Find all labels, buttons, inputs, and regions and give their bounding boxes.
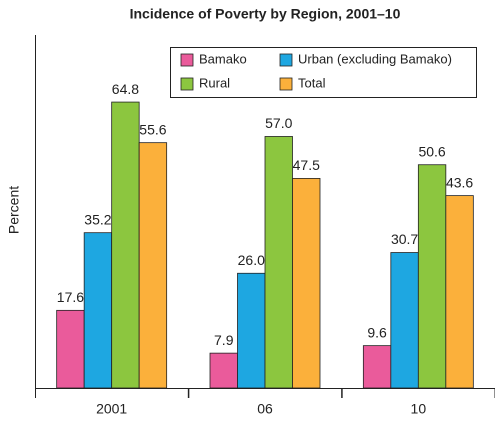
legend-swatch bbox=[279, 53, 293, 67]
bar bbox=[417, 164, 447, 389]
y-axis-label: Percent bbox=[6, 186, 22, 234]
value-label: 7.9 bbox=[214, 332, 234, 348]
legend-swatch bbox=[180, 53, 194, 67]
x-tick-label: 2001 bbox=[96, 401, 127, 417]
value-label: 47.5 bbox=[293, 157, 320, 173]
value-label: 30.7 bbox=[391, 231, 418, 247]
legend-label: Total bbox=[298, 75, 326, 90]
value-label: 64.8 bbox=[112, 81, 139, 97]
value-label: 26.0 bbox=[238, 252, 265, 268]
legend-label: Bamako bbox=[199, 51, 247, 66]
value-label: 55.6 bbox=[139, 121, 166, 137]
bar bbox=[390, 252, 419, 389]
value-label: 17.6 bbox=[57, 289, 84, 305]
bar bbox=[445, 195, 474, 389]
bar bbox=[209, 352, 238, 389]
legend-box bbox=[170, 47, 477, 98]
legend-label: Rural bbox=[199, 75, 230, 90]
legend-swatch bbox=[180, 77, 194, 91]
value-label: 50.6 bbox=[418, 143, 445, 159]
bar bbox=[237, 272, 266, 389]
x-tick-label: 06 bbox=[257, 401, 273, 417]
value-label: 43.6 bbox=[446, 174, 473, 190]
value-label: 9.6 bbox=[367, 324, 387, 340]
value-label: 35.2 bbox=[84, 211, 111, 227]
x-tick-label: 10 bbox=[411, 401, 427, 417]
bar bbox=[264, 136, 293, 389]
bar bbox=[56, 309, 85, 389]
legend-swatch bbox=[279, 77, 293, 91]
bar bbox=[138, 142, 168, 389]
value-label: 57.0 bbox=[265, 115, 292, 131]
bar bbox=[362, 345, 392, 389]
bar bbox=[83, 232, 113, 389]
legend-label: Urban (excluding Bamako) bbox=[298, 51, 452, 66]
bar bbox=[111, 101, 140, 389]
bar bbox=[292, 178, 321, 389]
chart-title: Incidence of Poverty by Region, 2001–10 bbox=[130, 6, 401, 22]
